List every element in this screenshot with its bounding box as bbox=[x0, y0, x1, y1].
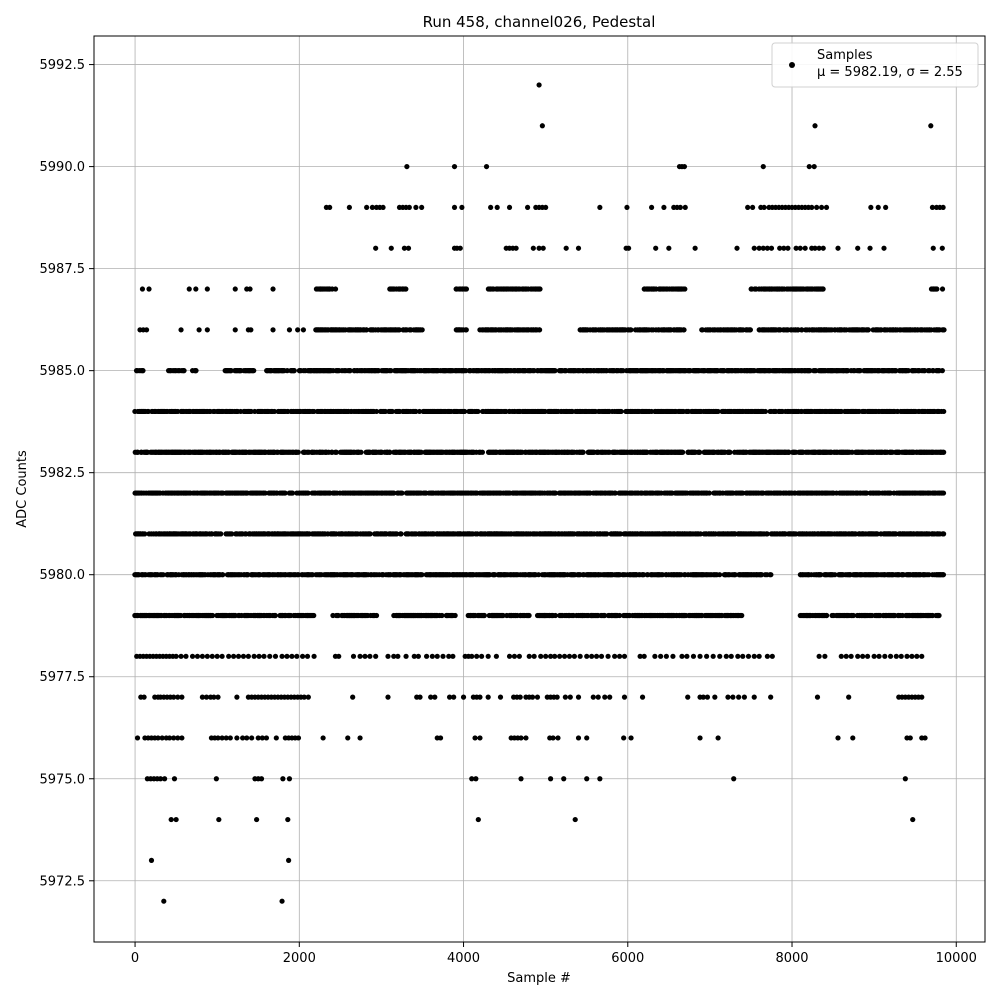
data-point bbox=[142, 531, 148, 537]
data-point bbox=[367, 531, 373, 537]
data-point bbox=[140, 368, 146, 374]
data-point bbox=[732, 572, 738, 578]
data-point bbox=[387, 449, 393, 455]
data-point bbox=[612, 490, 618, 496]
data-point bbox=[727, 449, 733, 455]
data-point bbox=[759, 572, 765, 578]
data-point bbox=[419, 327, 425, 333]
data-point bbox=[295, 449, 301, 455]
data-point bbox=[481, 612, 487, 619]
data-point bbox=[209, 612, 216, 619]
data-point bbox=[251, 368, 257, 374]
data-point bbox=[926, 572, 932, 578]
data-point bbox=[229, 531, 235, 537]
data-point bbox=[628, 327, 634, 333]
data-point bbox=[941, 449, 947, 455]
data-point bbox=[463, 327, 469, 333]
data-point bbox=[824, 612, 830, 619]
data-point bbox=[413, 408, 419, 415]
data-point bbox=[786, 449, 792, 455]
data-point bbox=[697, 449, 703, 455]
data-point bbox=[479, 449, 486, 455]
data-point bbox=[333, 449, 339, 455]
data-point bbox=[526, 612, 532, 619]
data-point bbox=[160, 572, 166, 578]
data-point bbox=[617, 612, 623, 619]
data-point bbox=[940, 572, 947, 578]
data-point bbox=[305, 490, 311, 496]
data-point bbox=[399, 490, 405, 496]
data-point bbox=[762, 408, 769, 415]
data-point bbox=[747, 327, 754, 333]
data-point bbox=[439, 612, 445, 619]
data-point bbox=[394, 531, 400, 537]
data-point bbox=[289, 490, 296, 496]
data-point bbox=[717, 572, 723, 578]
data-point bbox=[271, 408, 278, 415]
data-point bbox=[373, 408, 380, 415]
data-point bbox=[552, 612, 558, 619]
data-point bbox=[863, 490, 870, 496]
data-point bbox=[373, 612, 380, 619]
data-point bbox=[282, 490, 288, 496]
data-point bbox=[181, 368, 187, 374]
data-point bbox=[818, 572, 824, 578]
data-point bbox=[537, 327, 543, 333]
data-point bbox=[941, 531, 947, 537]
data-point bbox=[262, 490, 268, 496]
data-point bbox=[218, 531, 224, 537]
data-point bbox=[697, 531, 704, 537]
chart-title: Run 458, channel026, Pedestal bbox=[423, 13, 656, 31]
data-point bbox=[764, 531, 770, 537]
data-point bbox=[475, 408, 481, 415]
data-point bbox=[706, 490, 712, 496]
data-point bbox=[604, 531, 610, 537]
data-point bbox=[220, 572, 226, 578]
data-point bbox=[500, 612, 506, 619]
data-point bbox=[419, 572, 425, 578]
data-point bbox=[602, 612, 608, 619]
data-point bbox=[358, 449, 364, 455]
data-point bbox=[941, 408, 947, 415]
data-point bbox=[398, 531, 404, 537]
data-point bbox=[850, 612, 857, 619]
data-point bbox=[452, 612, 458, 619]
data-point bbox=[535, 572, 542, 578]
data-point bbox=[936, 612, 942, 619]
data-point bbox=[940, 490, 947, 496]
data-point bbox=[462, 408, 468, 415]
data-point bbox=[739, 612, 745, 619]
data-point bbox=[193, 368, 199, 374]
data-point bbox=[311, 612, 317, 619]
data-point bbox=[272, 612, 278, 619]
data-point bbox=[416, 408, 423, 415]
data-point bbox=[618, 408, 624, 415]
data-point bbox=[832, 572, 838, 578]
data-point bbox=[681, 327, 687, 333]
data-point bbox=[580, 449, 586, 455]
data-point bbox=[291, 368, 297, 374]
data-point bbox=[874, 531, 880, 537]
data-point bbox=[680, 449, 686, 455]
data-point bbox=[418, 449, 424, 455]
data-point bbox=[939, 368, 945, 374]
data-points bbox=[132, 82, 947, 904]
data-point bbox=[617, 531, 624, 537]
data-point bbox=[391, 490, 397, 496]
data-point bbox=[389, 408, 395, 415]
data-point bbox=[552, 490, 559, 496]
data-point bbox=[768, 572, 774, 578]
